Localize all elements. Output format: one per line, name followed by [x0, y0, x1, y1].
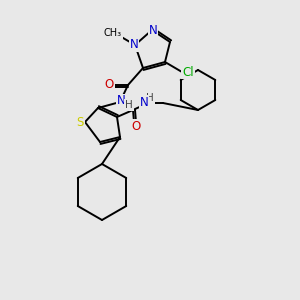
- Text: N: N: [148, 23, 158, 37]
- Text: O: O: [131, 119, 141, 133]
- Text: H: H: [146, 93, 154, 103]
- Text: H: H: [125, 100, 133, 110]
- Text: S: S: [76, 116, 84, 128]
- Text: N: N: [140, 95, 148, 109]
- Text: N: N: [130, 38, 138, 52]
- Text: N: N: [117, 94, 125, 107]
- Text: CH₃: CH₃: [104, 28, 122, 38]
- Text: O: O: [104, 77, 114, 91]
- Text: Cl: Cl: [182, 65, 194, 79]
